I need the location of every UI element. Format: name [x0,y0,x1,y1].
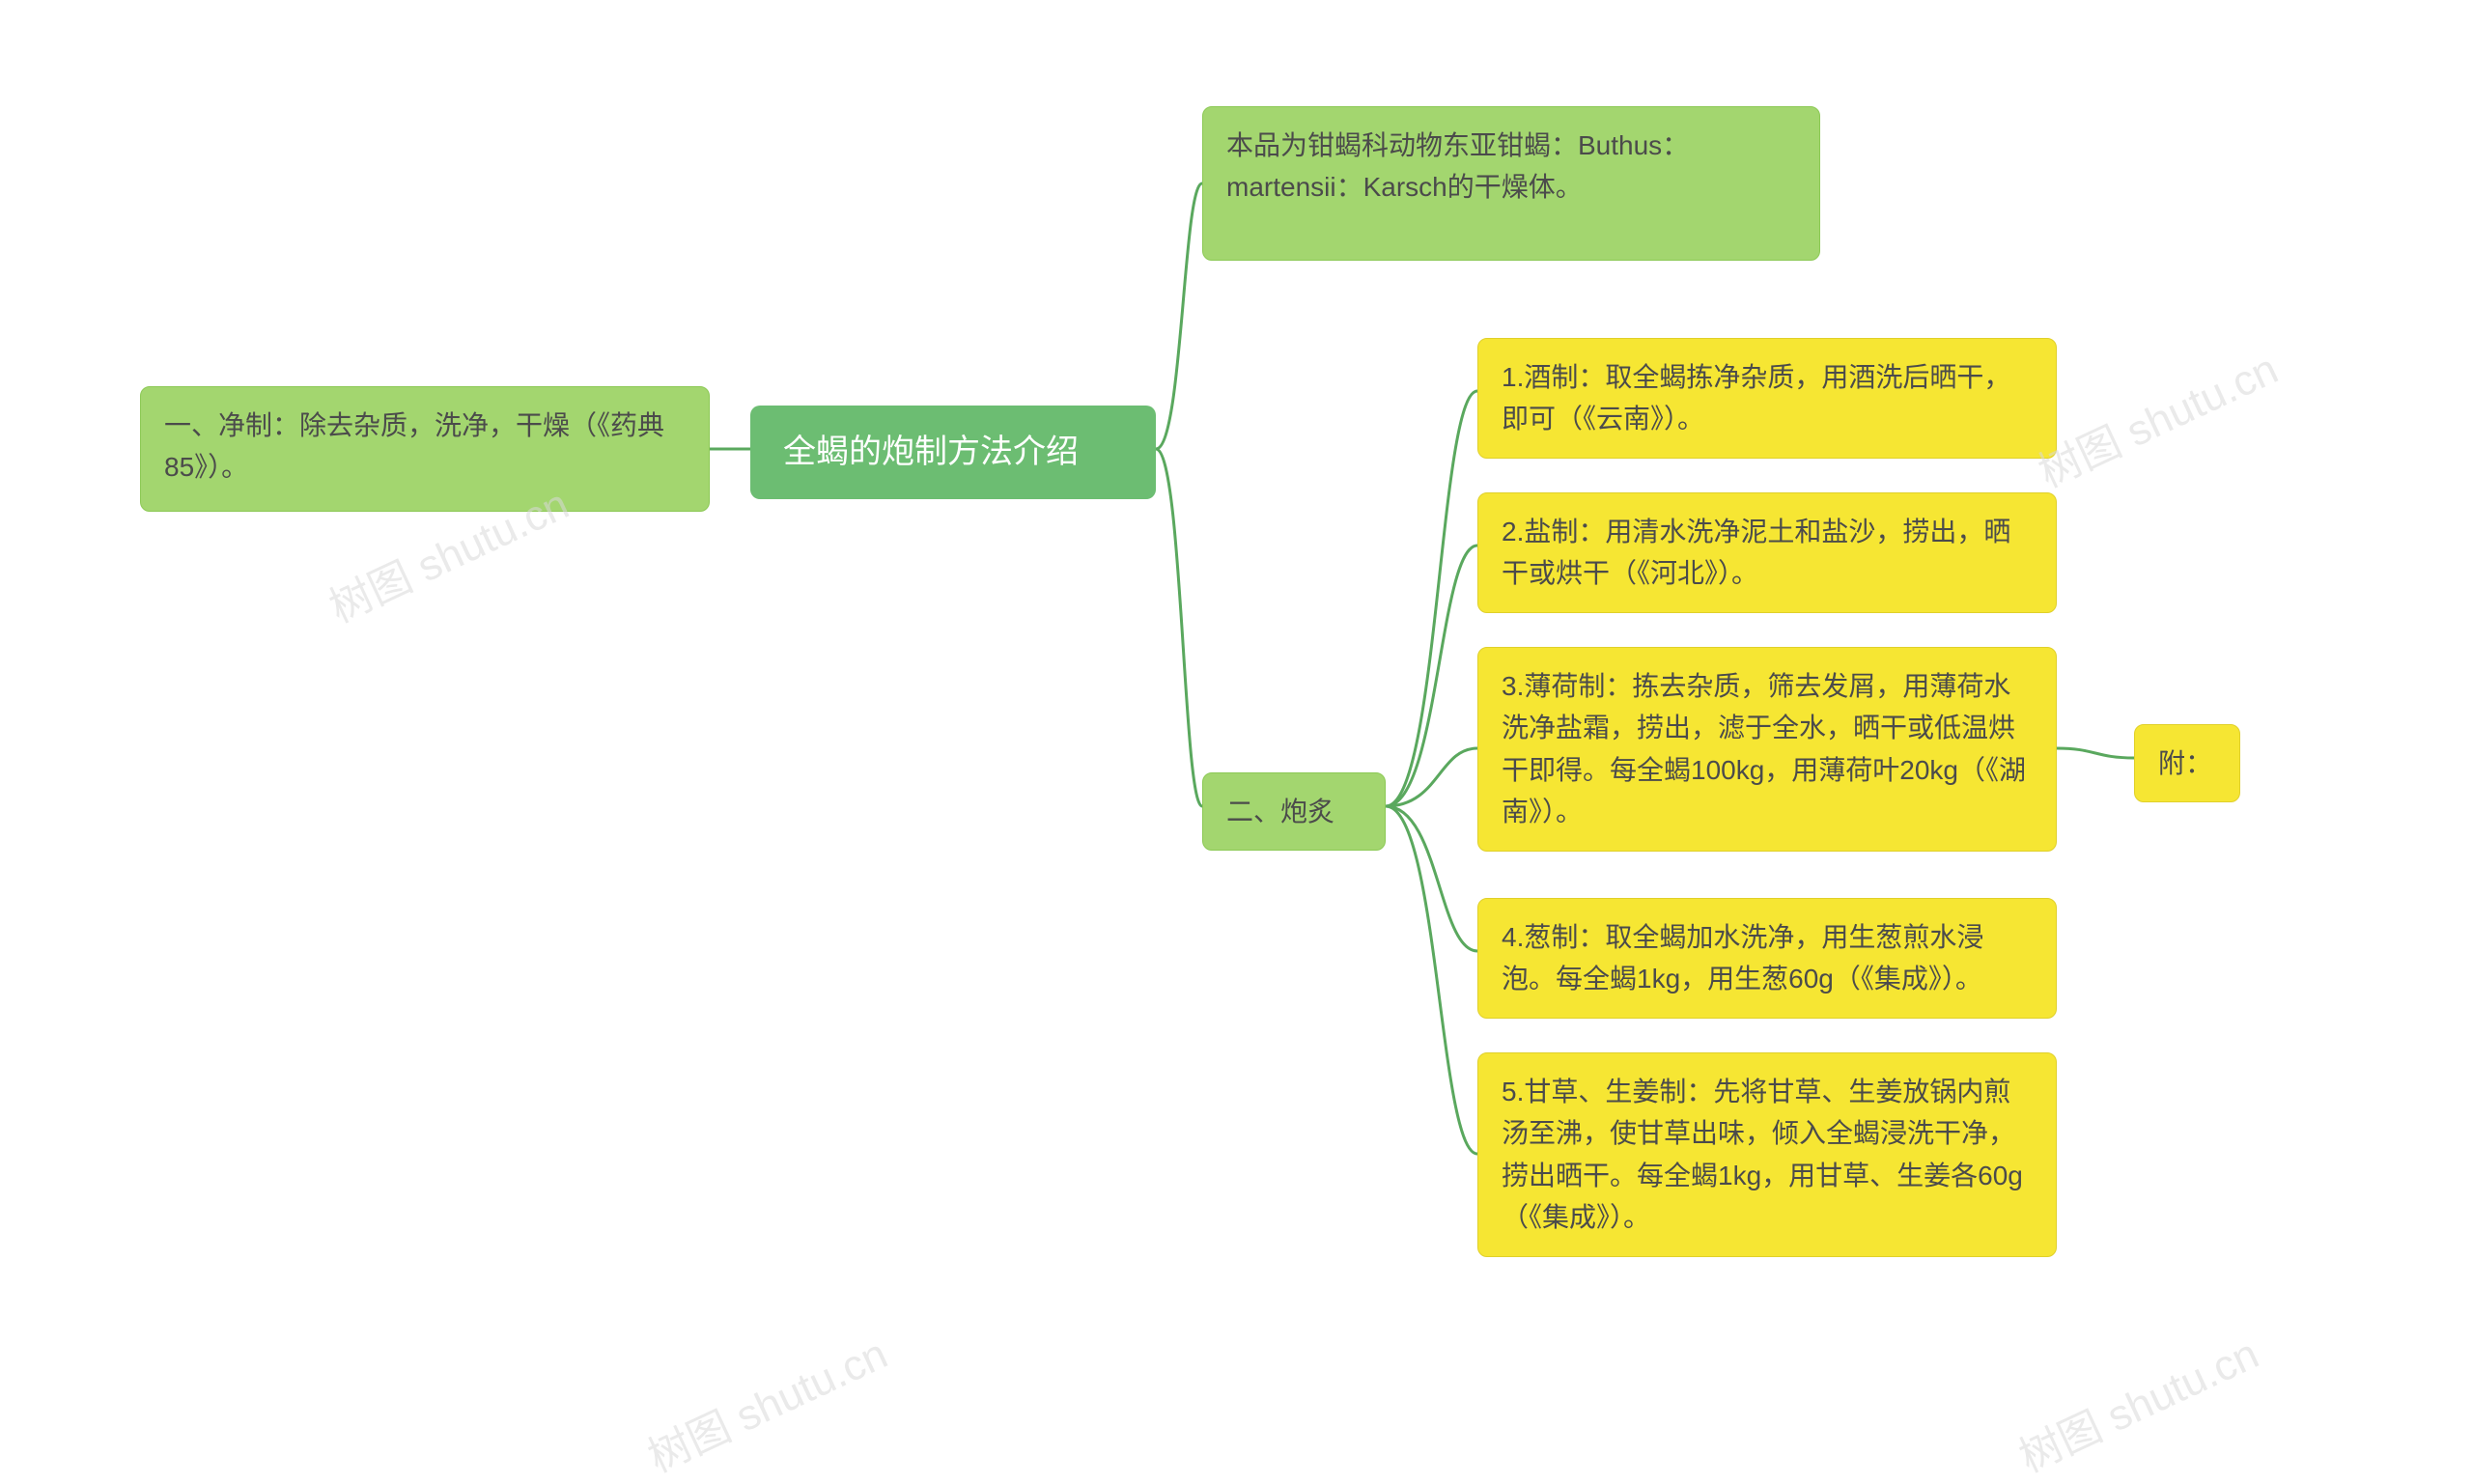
branch-left-purify[interactable]: 一、净制：除去杂质，洗净，干燥（《药典85》）。 [140,386,710,512]
leaf-method-5[interactable]: 5.甘草、生姜制：先将甘草、生姜放锅内煎汤至沸，使甘草出味，倾入全蝎浸洗干净，捞… [1477,1052,2057,1257]
leaf-method-4-label: 4.葱制：取全蝎加水洗净，用生葱煎水浸泡。每全蝎1kg，用生葱60g（《集成》）… [1502,922,1983,994]
watermark: 树图 shutu.cn [2008,1320,2267,1484]
leaf-attachment[interactable]: 附： [2134,724,2240,802]
leaf-method-2-label: 2.盐制：用清水洗净泥土和盐沙，捞出，晒干或烘干（《河北》）。 [1502,517,2010,588]
connector [1156,183,1202,449]
watermark: 树图 shutu.cn [2027,335,2287,500]
branch-processing[interactable]: 二、炮炙 [1202,772,1386,851]
branch-description-label: 本品为钳蝎科动物东亚钳蝎：Buthus：martensii：Karsch的干燥体… [1226,130,1689,202]
root-node[interactable]: 全蝎的炮制方法介绍 [750,406,1156,499]
branch-description[interactable]: 本品为钳蝎科动物东亚钳蝎：Buthus：martensii：Karsch的干燥体… [1202,106,1820,261]
leaf-method-2[interactable]: 2.盐制：用清水洗净泥土和盐沙，捞出，晒干或烘干（《河北》）。 [1477,492,2057,613]
leaf-method-4[interactable]: 4.葱制：取全蝎加水洗净，用生葱煎水浸泡。每全蝎1kg，用生葱60g（《集成》）… [1477,898,2057,1019]
connector [1386,806,1477,1154]
connector [1156,449,1202,806]
leaf-method-3-label: 3.薄荷制：拣去杂质，筛去发屑，用薄荷水洗净盐霜，捞出，滤于全水，晒干或低温烘干… [1502,671,2026,826]
connector [1386,748,1477,806]
branch-left-label: 一、净制：除去杂质，洗净，干燥（《药典85》）。 [164,410,664,482]
connector [1386,391,1477,806]
leaf-method-5-label: 5.甘草、生姜制：先将甘草、生姜放锅内煎汤至沸，使甘草出味，倾入全蝎浸洗干净，捞… [1502,1077,2023,1232]
leaf-method-3[interactable]: 3.薄荷制：拣去杂质，筛去发屑，用薄荷水洗净盐霜，捞出，滤于全水，晒干或低温烘干… [1477,647,2057,852]
connector [1386,806,1477,951]
connector [1386,546,1477,806]
connector [2057,748,2134,758]
root-label: 全蝎的炮制方法介绍 [783,434,1079,470]
leaf-method-1-label: 1.酒制：取全蝎拣净杂质，用酒洗后晒干，即可（《云南》）。 [1502,362,2010,434]
leaf-attachment-label: 附： [2158,748,2212,778]
branch-processing-label: 二、炮炙 [1226,797,1334,826]
leaf-method-1[interactable]: 1.酒制：取全蝎拣净杂质，用酒洗后晒干，即可（《云南》）。 [1477,338,2057,459]
watermark: 树图 shutu.cn [636,1320,896,1484]
